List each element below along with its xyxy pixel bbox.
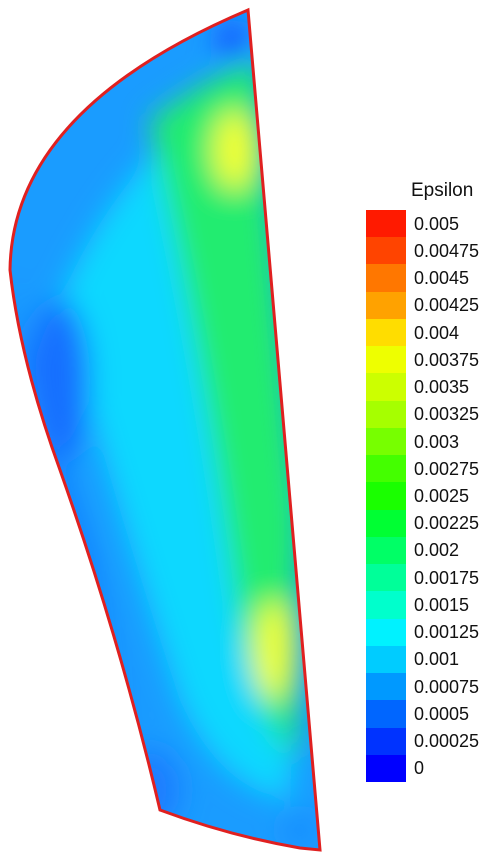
legend-level-label: 0.002 — [414, 540, 460, 561]
legend-level-label: 0.001 — [414, 649, 460, 670]
legend-level-label: 0.00475 — [414, 240, 480, 261]
legend-level-label: 0.0005 — [414, 703, 470, 724]
legend-swatch — [366, 237, 406, 265]
legend-swatch — [366, 673, 406, 701]
legend-swatch — [366, 264, 406, 293]
legend-level-label: 0.00275 — [414, 458, 480, 479]
legend-level-label: 0.00425 — [414, 295, 480, 316]
legend-level-label: 0.00025 — [414, 731, 480, 752]
legend-swatch — [366, 564, 406, 592]
blade-outline — [8, 7, 322, 852]
legend-swatch — [366, 591, 406, 620]
legend-swatch — [366, 373, 406, 402]
legend-swatch — [366, 754, 406, 783]
legend-level-label: 0.00225 — [414, 513, 480, 534]
legend-level-label: 0.00175 — [414, 567, 480, 588]
legend-swatch — [366, 455, 406, 483]
legend-swatch — [366, 291, 406, 320]
legend-title: Epsilon — [411, 180, 474, 201]
legend-level-label: 0.0025 — [414, 486, 470, 506]
legend-swatch — [366, 645, 406, 674]
blade-contour-fill — [10, 10, 320, 850]
legend-level-label: 0.00325 — [414, 404, 480, 425]
legend-level-label: 0.003 — [414, 431, 460, 452]
epsilon-contour-plot — [8, 7, 322, 852]
legend-swatch — [366, 346, 406, 374]
legend-swatch — [366, 427, 406, 456]
legend-level-label: 0.00375 — [414, 349, 480, 370]
legend-level-label: 0.0035 — [414, 377, 470, 398]
legend-swatch — [366, 618, 406, 647]
legend-level-label: 0.0015 — [414, 594, 470, 615]
legend-swatch — [366, 482, 406, 511]
color-legend: 0.005 0.00475 0.0045 0.00425 0.004 0.00375 0.0… — [366, 210, 493, 783]
legend-level-label: 0.00075 — [414, 676, 480, 697]
legend-swatch — [366, 536, 406, 565]
legend-swatch — [366, 727, 406, 756]
legend-swatch — [366, 700, 406, 729]
legend-swatch — [366, 318, 406, 347]
legend-level-label: 0.004 — [414, 322, 460, 343]
legend-level-label: 0.0045 — [414, 268, 470, 289]
legend-level-label: 0 — [414, 758, 425, 779]
legend-level-label: 0.005 — [414, 213, 460, 234]
legend-level-label: 0.00125 — [414, 622, 480, 643]
legend-swatch — [366, 210, 406, 238]
legend-swatch — [366, 400, 406, 429]
legend-swatch — [366, 509, 406, 538]
